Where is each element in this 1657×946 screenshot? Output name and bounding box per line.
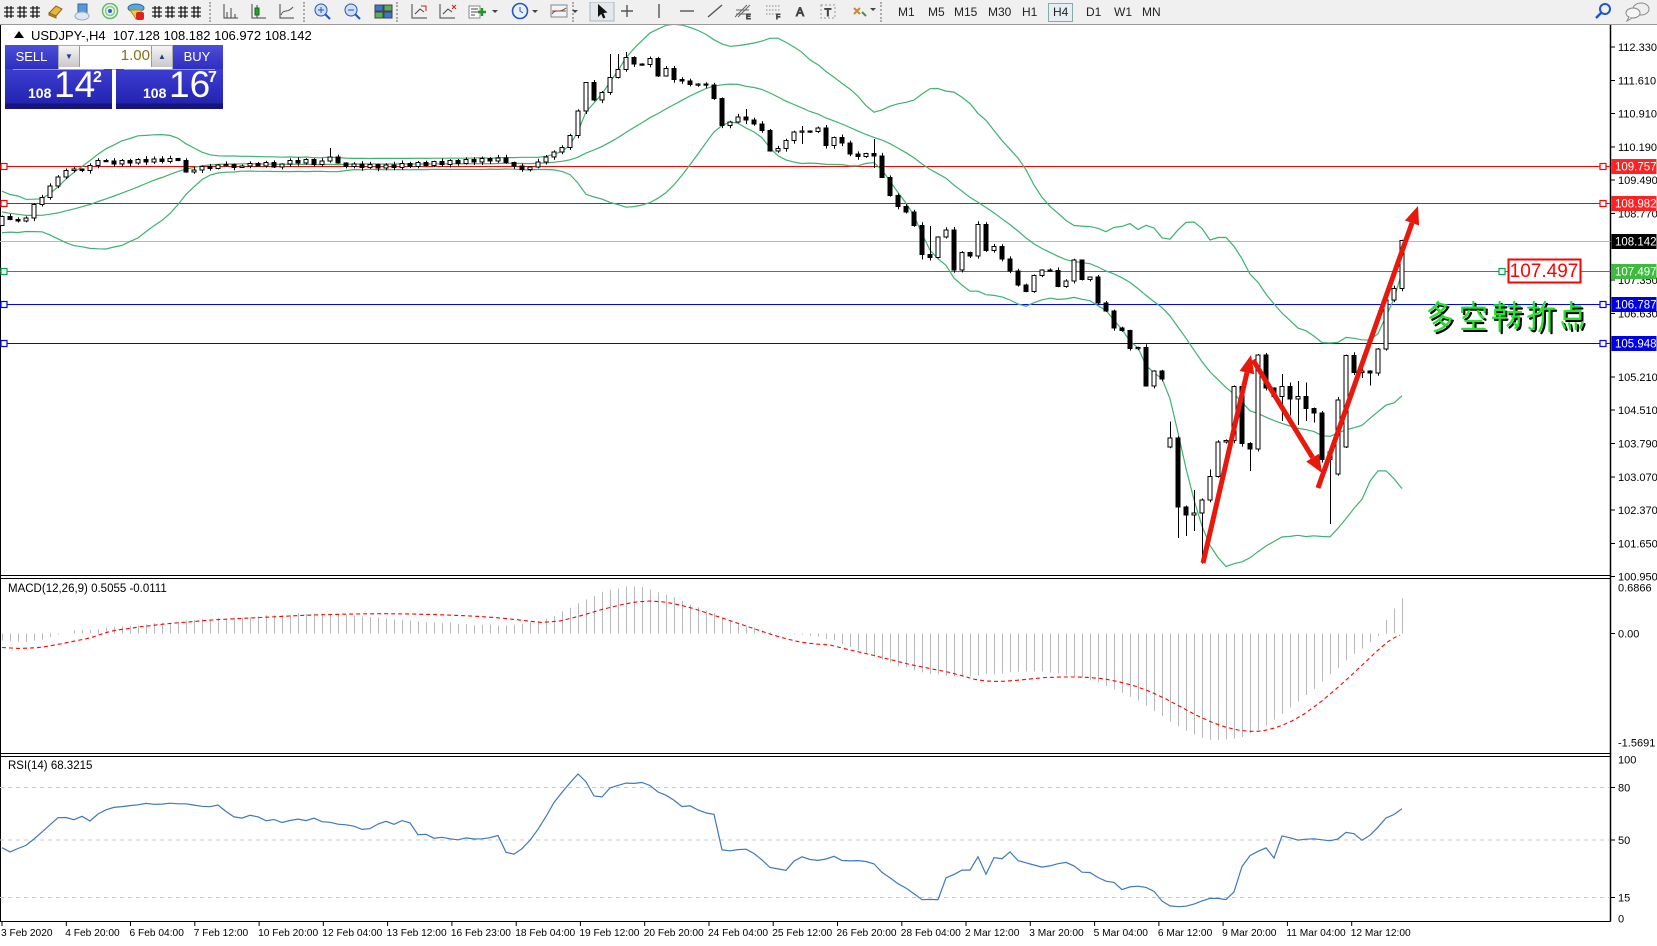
svg-text:108.142: 108.142 (1615, 237, 1657, 249)
svg-text:26 Feb 20:00: 26 Feb 20:00 (837, 928, 897, 939)
svg-text:-1.5691: -1.5691 (1618, 738, 1655, 750)
svg-text:102.370: 102.370 (1618, 505, 1657, 517)
svg-text:USDJPY-,H4 107.128 108.182 10: USDJPY-,H4 107.128 108.182 106.972 108.1… (31, 28, 312, 43)
svg-text:111.610: 111.610 (1618, 76, 1656, 88)
svg-text:24 Feb 04:00: 24 Feb 04:00 (708, 928, 768, 939)
svg-text:107.497: 107.497 (1510, 261, 1579, 282)
svg-text:110.190: 110.190 (1618, 142, 1657, 154)
svg-text:6 Mar 12:00: 6 Mar 12:00 (1158, 928, 1213, 939)
svg-text:105.210: 105.210 (1618, 372, 1657, 384)
svg-text:110.910: 110.910 (1618, 109, 1657, 121)
svg-text:105.948: 105.948 (1615, 339, 1657, 351)
svg-text:25 Feb 12:00: 25 Feb 12:00 (772, 928, 832, 939)
svg-text:109.757: 109.757 (1615, 162, 1657, 174)
svg-text:108.982: 108.982 (1615, 199, 1657, 211)
svg-text:5 Mar 04:00: 5 Mar 04:00 (1094, 928, 1149, 939)
svg-text:108.770: 108.770 (1618, 209, 1657, 221)
svg-text:19 Feb 12:00: 19 Feb 12:00 (579, 928, 639, 939)
svg-text:109.490: 109.490 (1618, 175, 1657, 187)
svg-text:12 Mar 12:00: 12 Mar 12:00 (1351, 928, 1411, 939)
svg-text:107.497: 107.497 (1615, 267, 1657, 279)
svg-text:T: T (825, 7, 832, 19)
svg-text:100: 100 (1618, 755, 1636, 767)
svg-text:MACD(12,26,9) 0.5055 -0.0111: MACD(12,26,9) 0.5055 -0.0111 (8, 583, 167, 595)
svg-text:4 Feb 20:00: 4 Feb 20:00 (65, 928, 120, 939)
svg-text:18 Feb 04:00: 18 Feb 04:00 (515, 928, 575, 939)
svg-text:15: 15 (1618, 893, 1630, 905)
svg-text:104.510: 104.510 (1618, 405, 1657, 417)
svg-text:80: 80 (1618, 783, 1630, 795)
svg-text:103.070: 103.070 (1618, 472, 1657, 484)
svg-text:100.950: 100.950 (1618, 572, 1657, 584)
svg-text:20 Feb 20:00: 20 Feb 20:00 (644, 928, 704, 939)
svg-text:10 Feb 20:00: 10 Feb 20:00 (258, 928, 318, 939)
svg-text:28 Feb 04:00: 28 Feb 04:00 (901, 928, 961, 939)
svg-text:F: F (776, 14, 780, 21)
svg-text:11 Mar 04:00: 11 Mar 04:00 (1286, 928, 1346, 939)
svg-text:3 Mar 20:00: 3 Mar 20:00 (1029, 928, 1084, 939)
svg-text:101.650: 101.650 (1618, 539, 1657, 551)
svg-text:9 Mar 20:00: 9 Mar 20:00 (1222, 928, 1277, 939)
svg-text:A: A (796, 5, 804, 19)
svg-text:13 Feb 12:00: 13 Feb 12:00 (387, 928, 447, 939)
svg-text:0.6866: 0.6866 (1618, 583, 1652, 595)
svg-text:16 Feb 23:00: 16 Feb 23:00 (451, 928, 511, 939)
svg-text:2 Mar 12:00: 2 Mar 12:00 (965, 928, 1020, 939)
svg-text:0: 0 (1618, 914, 1624, 926)
svg-text:50: 50 (1618, 835, 1630, 847)
svg-text:RSI(14) 68.3215: RSI(14) 68.3215 (8, 760, 92, 772)
svg-text:12 Feb 04:00: 12 Feb 04:00 (322, 928, 382, 939)
svg-text:112.330: 112.330 (1618, 42, 1657, 54)
svg-text:103.790: 103.790 (1618, 439, 1657, 451)
svg-text:3 Feb 2020: 3 Feb 2020 (1, 928, 53, 939)
svg-text:0.00: 0.00 (1618, 629, 1639, 641)
svg-text:E: E (746, 14, 751, 21)
svg-text:106.787: 106.787 (1615, 300, 1657, 312)
svg-text:7 Feb 12:00: 7 Feb 12:00 (194, 928, 249, 939)
svg-text:6 Feb 04:00: 6 Feb 04:00 (130, 928, 185, 939)
